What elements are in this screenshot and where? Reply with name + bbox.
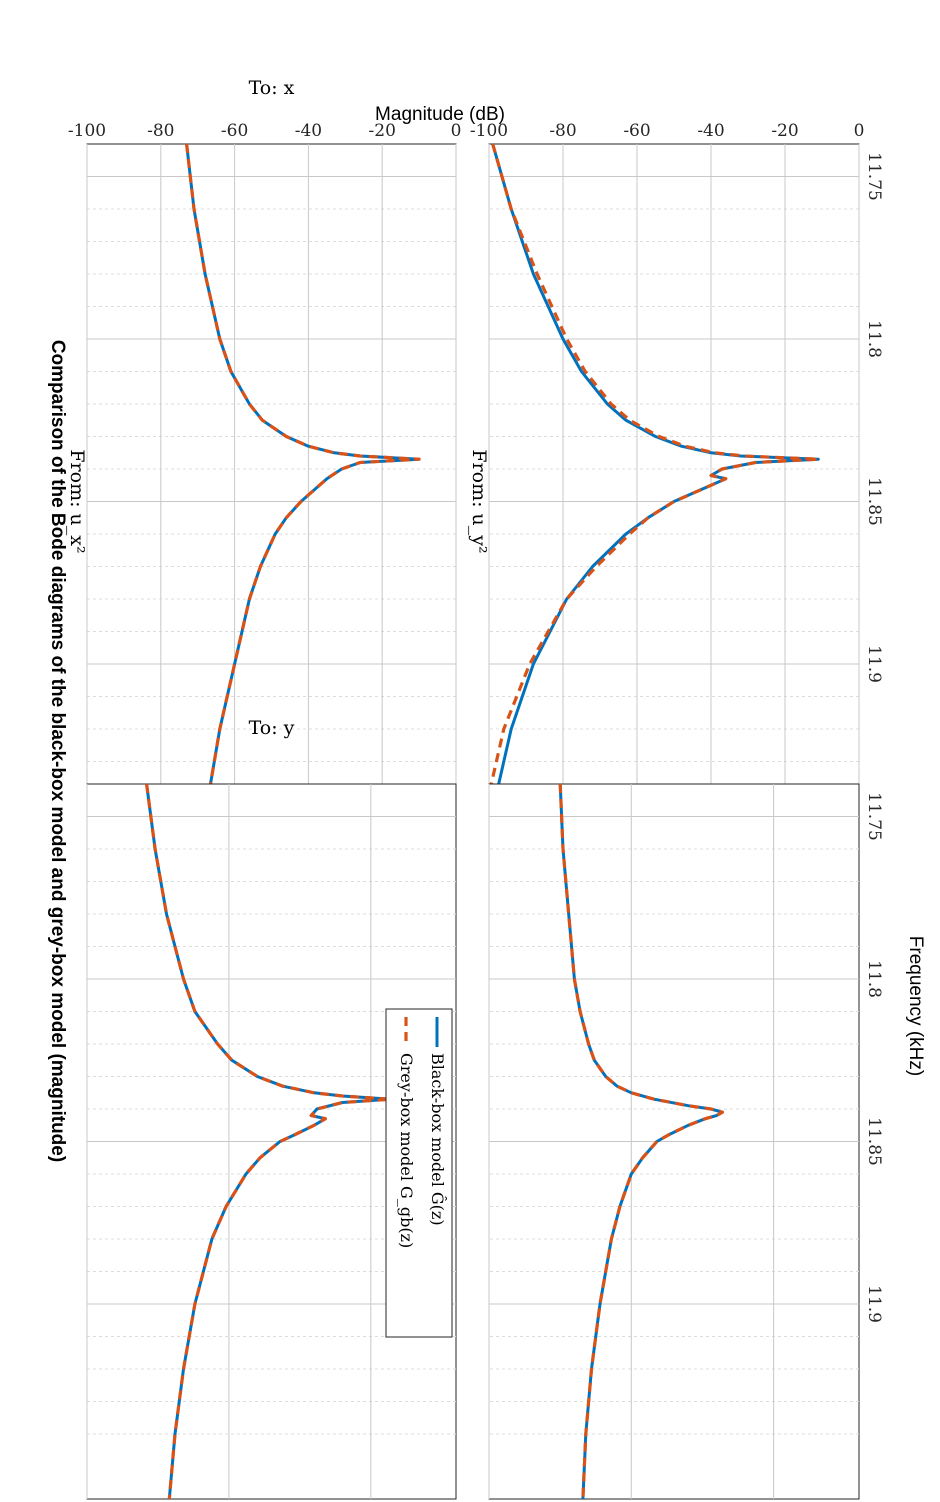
x-tick-label: 11.9 [864, 645, 884, 683]
y-tick-label: -80 [147, 121, 174, 141]
y-tick-label: -40 [697, 121, 724, 141]
x-tick-label: 11.9 [864, 1285, 884, 1323]
series-line-grey-box [185, 144, 421, 859]
y-tick-group: -60 [623, 121, 650, 141]
y-tick-label: -100 [68, 121, 106, 141]
y-tick-group: 0 [854, 121, 865, 141]
figure-content: Comparison of the Bode diagrams of the b… [47, 77, 926, 1500]
y-tick-group: -60 [221, 121, 248, 141]
y-tick-group: -100 [68, 121, 106, 141]
x-tick-label: 11.75 [864, 152, 884, 201]
figure-title: Comparison of the Bode diagrams of the b… [47, 340, 68, 1162]
y-tick-label: -80 [549, 121, 576, 141]
x-tick-label: 11.75 [864, 792, 884, 841]
x-tick-label: 11.85 [864, 477, 884, 526]
x-tick-label: 11.8 [864, 960, 884, 998]
y-tick-label: -60 [623, 121, 650, 141]
y-tick-group: -20 [369, 121, 396, 141]
x-axis-label: Frequency (kHz) [905, 936, 926, 1076]
y-tick-group: -100 [470, 121, 508, 141]
y-tick-label: -60 [221, 121, 248, 141]
output-label: To: x [249, 77, 295, 99]
legend-label-black-box: Black-box model Ĝ(z) [428, 1053, 448, 1226]
output-label: To: y [249, 717, 295, 739]
series-line-grey-box [145, 784, 393, 1499]
y-tick-group: -40 [697, 121, 724, 141]
series-line-grey-box [558, 784, 724, 1499]
y-tick-label: -20 [369, 121, 396, 141]
y-tick-group: -20 [771, 121, 798, 141]
input-label: From: u_x² [66, 449, 88, 553]
output-label-group: To: y [249, 717, 295, 739]
legend-label-grey-box: Grey-box model G_gb(z) [397, 1053, 416, 1248]
y-axis-label: Magnitude (dB) [375, 104, 505, 125]
y-tick-label: -20 [771, 121, 798, 141]
x-tick-label: 11.85 [864, 1117, 884, 1166]
y-axis-label-group: Magnitude (dB) [375, 104, 505, 125]
series-line-grey-box [489, 144, 820, 859]
subplot-ux-to-x: 0 -20 -40 -60 -80 -100 From: u_x² To: x [66, 77, 462, 860]
y-tick-group: -80 [147, 121, 174, 141]
x-tick-label: 11.8 [864, 320, 884, 358]
legend: Black-box model Ĝ(z) Grey-box model G_gb… [385, 1008, 453, 1338]
subplot-uy-to-x: 11.75 11.8 11.85 11.9 0 -20 -40 -60 -80 -100 From:… [468, 121, 884, 860]
y-tick-label: 0 [451, 121, 462, 141]
y-tick-label: 0 [854, 121, 865, 141]
subplot-uy-to-y: 11.75 11.8 11.85 11.9 [488, 783, 884, 1500]
output-label-group: To: x [249, 77, 295, 99]
y-tick-group: 0 [451, 121, 462, 141]
y-tick-group: -40 [295, 121, 322, 141]
y-tick-group: -80 [549, 121, 576, 141]
y-tick-label: -100 [470, 121, 508, 141]
input-label: From: u_y² [468, 449, 490, 553]
subplot-ux-to-y: To: y [86, 717, 457, 1500]
legend-box [385, 1008, 453, 1338]
y-tick-label: -40 [295, 121, 322, 141]
